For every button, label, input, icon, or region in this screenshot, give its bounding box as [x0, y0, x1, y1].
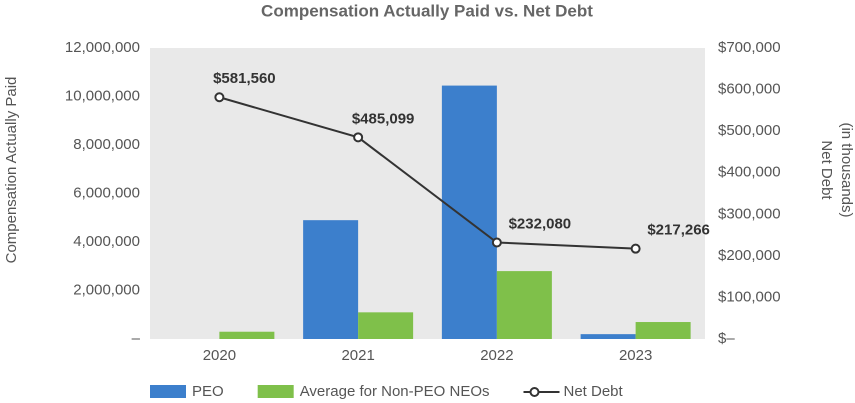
legend-swatch [257, 385, 294, 398]
line-marker [214, 92, 225, 103]
x-tick-label: 2023 [619, 347, 652, 364]
x-tick-label: 2021 [341, 347, 374, 364]
x-tick-label: 2020 [203, 347, 236, 364]
bar [303, 220, 359, 339]
bar [219, 331, 275, 339]
y2-tick-label: $400,000 [718, 164, 781, 181]
y2-tick-label: $500,000 [718, 122, 781, 139]
y-tick-label: 8,000,000 [73, 136, 140, 153]
data-label: $217,266 [647, 222, 710, 239]
bar [358, 312, 414, 339]
y2-tick-label: $600,000 [718, 81, 781, 98]
line-marker [491, 237, 502, 248]
y2-axis-title: (in thousands) [838, 122, 855, 217]
data-label: $581,560 [213, 70, 276, 87]
plot-area [150, 48, 705, 339]
y-axis-title: Compensation Actually Paid [3, 77, 20, 264]
y2-axis-title: Net Debt [818, 140, 835, 200]
y-tick-label: – [132, 330, 141, 347]
legend-label: PEO [192, 383, 224, 400]
bar [496, 271, 552, 339]
line-marker [630, 243, 641, 254]
bar [441, 85, 497, 340]
y-tick-label: 12,000,000 [65, 39, 140, 56]
chart-title: Compensation Actually Paid vs. Net Debt [261, 1, 593, 20]
y2-tick-label: $700,000 [718, 39, 781, 56]
y2-tick-label: $300,000 [718, 205, 781, 222]
bar [580, 334, 636, 339]
y-tick-label: 10,000,000 [65, 87, 140, 104]
bar [635, 322, 691, 339]
legend-label: Average for Non-PEO NEOs [300, 383, 490, 400]
line-marker [353, 132, 364, 143]
data-label: $232,080 [509, 215, 572, 232]
y-tick-label: 2,000,000 [73, 281, 140, 298]
y2-tick-label: $200,000 [718, 247, 781, 264]
line [219, 96, 636, 250]
y-tick-label: 6,000,000 [73, 184, 140, 201]
data-label: $485,099 [352, 110, 415, 127]
y2-tick-label: $– [718, 330, 735, 347]
y-tick-label: 4,000,000 [73, 233, 140, 250]
x-tick-label: 2022 [480, 347, 513, 364]
legend-marker [529, 387, 540, 397]
legend-swatch [150, 385, 186, 398]
legend-label: Net Debt [564, 383, 624, 400]
y2-tick-label: $100,000 [718, 288, 781, 305]
